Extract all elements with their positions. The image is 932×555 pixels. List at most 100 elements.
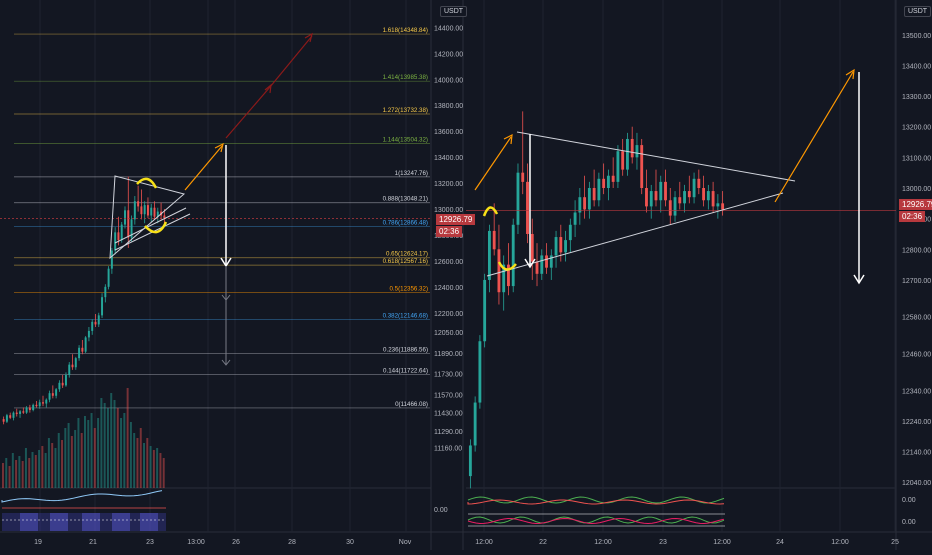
right-x-tick-label: 12:00 [594, 539, 612, 546]
right-candle-body [554, 237, 558, 256]
right-candle-body [568, 224, 572, 241]
volume-bar [51, 443, 54, 488]
right-candle-body [502, 264, 506, 293]
volume-bar [146, 438, 149, 488]
left-indicator-block-4 [140, 513, 158, 531]
right-y-tick-label: 12140.00 [902, 450, 931, 457]
left-orange-arrow [184, 145, 223, 191]
left-candle-body [110, 250, 113, 269]
volume-bar [80, 433, 83, 488]
left-x-tick-label: 21 [89, 539, 97, 546]
right-orange-arrowhead-big [845, 68, 855, 80]
right-orange-arrow-big [774, 71, 854, 203]
right-candle-body [640, 145, 644, 188]
volume-bar [126, 388, 129, 488]
right-x-tick-label: 12:00 [713, 539, 731, 546]
volume-bar [87, 420, 90, 488]
left-channel-line-1 [114, 207, 187, 244]
volume-bar [97, 418, 100, 488]
right-arc-top [482, 206, 499, 217]
right-candle-body [706, 191, 710, 201]
countdown-tag-left: 02:36 [436, 226, 463, 237]
right-candle-body [673, 197, 677, 216]
volume-bar [34, 455, 37, 488]
volume-bar [24, 448, 27, 488]
left-candle-body [25, 407, 28, 413]
volume-bar [133, 433, 136, 488]
volume-bar [120, 418, 123, 488]
fib-label-0: 0(11466.08) [395, 401, 428, 408]
right-candle-body [606, 175, 610, 188]
right-candle-body [687, 191, 691, 198]
volume-bar [149, 446, 152, 488]
volume-bar [28, 458, 31, 488]
left-target-arrowhead-top [304, 32, 313, 43]
right-x-tick-label: 12:00 [475, 539, 493, 546]
right-white-arrowhead-1 [524, 258, 536, 269]
currency-badge-left[interactable]: USDT [440, 6, 468, 17]
left-y-tick-label: 12050.00 [434, 330, 463, 337]
right-candle-body [549, 255, 553, 268]
left-candle-body [38, 402, 41, 407]
right-candle-body [564, 240, 567, 253]
volume-bar [84, 416, 86, 488]
right-candle-body [535, 261, 539, 274]
left-x-tick-label: 28 [288, 539, 296, 546]
right-candle-body [602, 178, 606, 188]
left-y-tick-label: 11430.00 [434, 411, 463, 418]
right-indicator-green [467, 496, 725, 504]
countdown-tag-right: 02:36 [899, 211, 926, 222]
volume-bar [74, 430, 77, 488]
left-candle-body [71, 364, 74, 368]
left-candle-body [150, 207, 153, 216]
left-candle-body [78, 347, 81, 359]
fibonacci-levels: 1.618(14348.84) 1.414(13985.38) 1.272(1373… [14, 27, 430, 409]
left-candle-body [15, 412, 18, 414]
right-candle-body [654, 191, 658, 201]
volume-bar [93, 428, 96, 488]
left-x-tick-label: 26 [232, 539, 240, 546]
right-candle-body [630, 138, 634, 158]
volume-bar [152, 450, 155, 488]
left-x-tick-label: 19 [34, 539, 42, 546]
left-candle-body [140, 206, 143, 215]
volume-bar [162, 458, 165, 488]
volume-bar [77, 418, 80, 488]
left-triangle-pattern [109, 175, 186, 260]
left-candle-body [22, 411, 25, 413]
right-candle-body [597, 178, 601, 201]
right-triangle-lower [486, 192, 784, 277]
left-y-tick-label: 12600.00 [434, 259, 463, 266]
right-triangle-upper [516, 131, 796, 182]
left-indicator-block-1 [50, 513, 68, 531]
right-candle-body [721, 203, 725, 210]
left-candle-body [133, 201, 136, 220]
left-y-tick-label: 14200.00 [434, 51, 463, 58]
left-x-tick-label: 30 [346, 539, 354, 546]
fib-label-0.382: 0.382(12146.68) [383, 313, 428, 320]
axes: 14400.00 14200.00 14000.00 13800.00 13600.00… [34, 25, 931, 546]
currency-badge-right[interactable]: USDT [904, 6, 932, 17]
left-y-tick-label: 11730.00 [434, 372, 463, 379]
volume-bar [103, 403, 106, 488]
fib-label-0.144: 0.144(11722.64) [383, 368, 428, 375]
fib-label-0.236: 0.236(11886.56) [383, 346, 428, 353]
right-indicator-red [467, 499, 725, 505]
left-candle-body [127, 210, 130, 238]
right-candle-body [473, 402, 477, 446]
left-y-tick-label: 12200.00 [434, 311, 463, 318]
right-candle-body [545, 255, 548, 268]
left-candle-body [84, 337, 87, 352]
right-y-tick-label: 13100.00 [902, 155, 931, 162]
volume-bar [139, 428, 142, 488]
left-candle-body [101, 297, 104, 316]
volume-bar [54, 448, 57, 488]
left-indicator-band [2, 513, 166, 531]
right-y-tick-label: 12580.00 [902, 315, 931, 322]
volume-bar [159, 453, 162, 488]
right-y-tick-label: 12340.00 [902, 388, 931, 395]
right-candle-body [559, 237, 563, 253]
left-gray-arrowhead-2 [221, 359, 231, 366]
left-candle-body [45, 399, 48, 404]
